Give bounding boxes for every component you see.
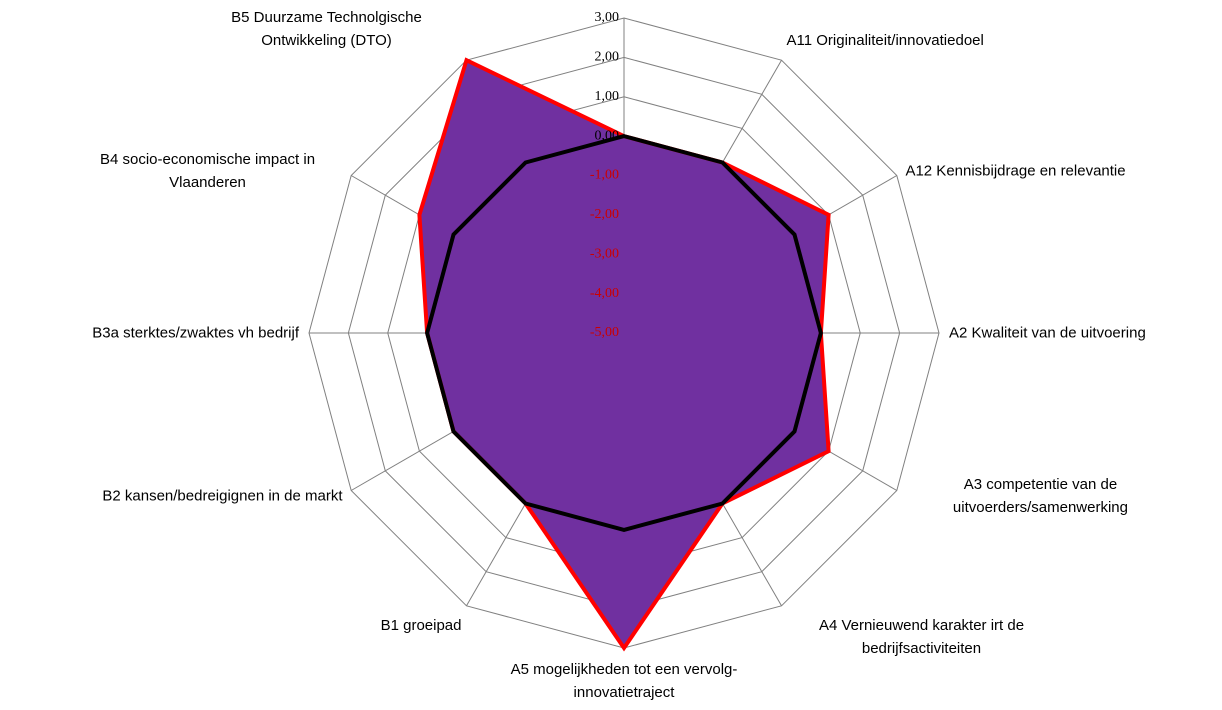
y-tick-label: -2,00	[590, 207, 619, 222]
y-tick-label: 3,00	[595, 10, 620, 25]
category-label: A5 mogelijkheden tot een vervolg-innovat…	[510, 661, 738, 701]
category-label: B3a sterktes/zwaktes vh bedrijf	[92, 324, 299, 342]
y-tick-label: 0,00	[595, 128, 620, 143]
category-label: A12 Kennisbijdrage en relevantie	[905, 162, 1126, 179]
category-label: B5 Duurzame Technolgische Ontwikkeling (…	[231, 8, 422, 49]
category-label: A2 Kwaliteit van de uitvoering	[949, 324, 1146, 342]
category-label: A3 competentie van de uitvoerders/samenw…	[952, 475, 1128, 516]
y-tick-label: 1,00	[595, 89, 620, 104]
series-area	[425, 134, 823, 532]
y-tick-label: -3,00	[590, 246, 619, 261]
series-area	[417, 57, 831, 652]
category-label: A4 Vernieuwend karakter irt de bedrijfsa…	[818, 617, 1025, 658]
y-tick-label: 2,00	[595, 50, 620, 65]
category-label: B4 socio-economische impact in Vlaandere…	[99, 150, 316, 191]
category-label: B1 groeipad	[380, 617, 462, 635]
category-label: B2 kansen/bedreigignen in de markt	[102, 487, 343, 504]
y-tick-label: -1,00	[590, 168, 619, 183]
y-tick-label: -5,00	[590, 325, 619, 340]
y-tick-label: -4,00	[590, 286, 619, 301]
category-label: A11 Originaliteit/innovatiedoel	[786, 31, 984, 49]
